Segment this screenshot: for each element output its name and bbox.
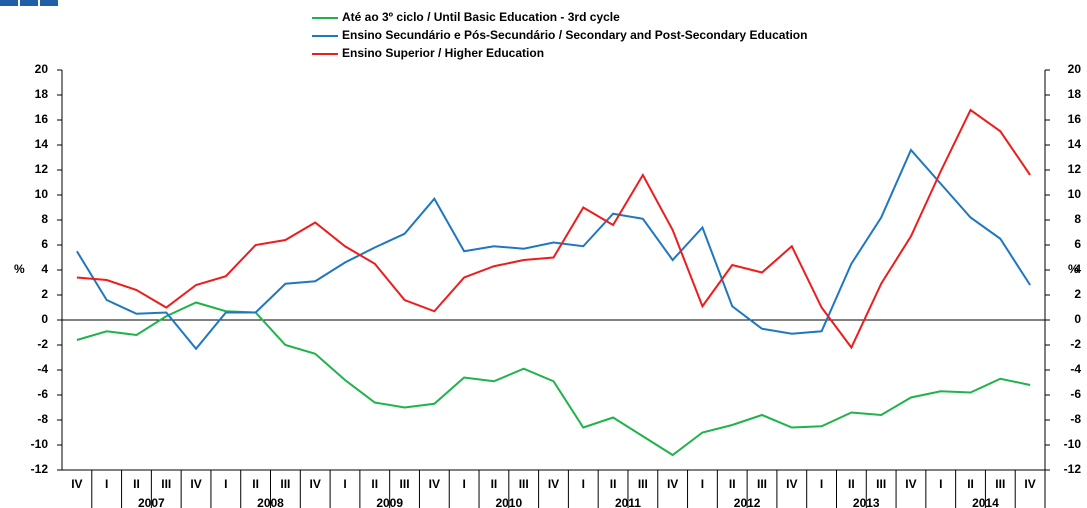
y2-tick-label: -10	[1064, 437, 1082, 451]
x-tick-label: III	[519, 477, 529, 491]
y2-tick-label: 8	[1074, 212, 1081, 226]
series-line	[76, 108, 1031, 350]
y-axis-label: %	[14, 262, 25, 276]
y-tick-label: 2	[41, 287, 48, 301]
x-tick-label: III	[876, 477, 886, 491]
series-line	[76, 301, 1031, 457]
year-label: 2013	[853, 496, 880, 508]
y2-tick-label: -12	[1064, 462, 1082, 476]
x-tick-label: II	[252, 477, 259, 491]
x-tick-label: III	[161, 477, 171, 491]
legend-label: Até ao 3º ciclo / Until Basic Education …	[342, 10, 620, 24]
y2-tick-label: 4	[1074, 262, 1081, 276]
year-label: 2011	[615, 496, 641, 508]
series-line	[76, 148, 1031, 351]
x-tick-label: I	[701, 477, 704, 491]
y-tick-label: 0	[41, 312, 48, 326]
x-tick-label: II	[967, 477, 974, 491]
x-tick-label: IV	[1024, 477, 1035, 491]
x-tick-label: II	[610, 477, 617, 491]
x-tick-label: IV	[786, 477, 797, 491]
y-tick-label: -8	[37, 412, 48, 426]
y-tick-label: -10	[31, 437, 49, 451]
x-tick-label: II	[371, 477, 378, 491]
year-label: 2008	[257, 496, 284, 508]
y-tick-label: 6	[41, 237, 48, 251]
y2-tick-label: 10	[1068, 187, 1082, 201]
x-tick-label: III	[400, 477, 410, 491]
x-tick-label: IV	[71, 477, 82, 491]
x-tick-label: IV	[905, 477, 916, 491]
x-tick-label: IV	[548, 477, 559, 491]
y-tick-label: 16	[35, 112, 49, 126]
y2-tick-label: -4	[1070, 362, 1081, 376]
x-tick-label: IV	[310, 477, 321, 491]
y2-tick-label: 2	[1074, 287, 1081, 301]
y-tick-label: -4	[37, 362, 48, 376]
y-tick-label: -6	[37, 387, 48, 401]
y-tick-label: 20	[35, 62, 49, 76]
y-tick-label: 18	[35, 87, 49, 101]
x-tick-label: II	[133, 477, 140, 491]
y-tick-label: -12	[31, 462, 49, 476]
x-tick-label: I	[105, 477, 108, 491]
y-tick-label: -2	[37, 337, 48, 351]
logo-block	[20, 0, 38, 6]
y2-tick-label: 0	[1074, 312, 1081, 326]
y2-axis-label: %	[1068, 262, 1079, 276]
x-tick-label: III	[757, 477, 767, 491]
year-label: 2012	[734, 496, 761, 508]
year-label: 2010	[495, 496, 522, 508]
y2-tick-label: 6	[1074, 237, 1081, 251]
x-tick-label: I	[939, 477, 942, 491]
y-tick-label: 8	[41, 212, 48, 226]
year-label: 2014	[972, 496, 999, 508]
x-tick-label: III	[638, 477, 648, 491]
legend-label: Ensino Secundário e Pós-Secundário / Sec…	[342, 28, 807, 42]
y-tick-label: 10	[35, 187, 49, 201]
logo-block	[0, 0, 18, 6]
x-tick-label: III	[280, 477, 290, 491]
x-tick-label: I	[820, 477, 823, 491]
x-tick-label: IV	[190, 477, 201, 491]
y2-tick-label: -8	[1070, 412, 1081, 426]
x-tick-label: I	[343, 477, 346, 491]
y2-tick-label: -6	[1070, 387, 1081, 401]
y2-tick-label: 16	[1068, 112, 1082, 126]
x-tick-label: IV	[667, 477, 678, 491]
x-tick-label: I	[462, 477, 465, 491]
x-tick-label: II	[729, 477, 736, 491]
y2-tick-label: -2	[1070, 337, 1081, 351]
y-tick-label: 4	[41, 262, 48, 276]
y2-tick-label: 12	[1068, 162, 1082, 176]
logo-block	[40, 0, 58, 6]
y-tick-label: 12	[35, 162, 49, 176]
x-tick-label: I	[582, 477, 585, 491]
x-tick-label: I	[224, 477, 227, 491]
y2-tick-label: 20	[1068, 62, 1082, 76]
y-tick-label: 14	[35, 137, 49, 151]
year-label: 2009	[376, 496, 403, 508]
y2-tick-label: 14	[1068, 137, 1082, 151]
x-tick-label: II	[848, 477, 855, 491]
x-tick-label: II	[491, 477, 498, 491]
year-label: 2007	[138, 496, 165, 508]
legend-label: Ensino Superior / Higher Education	[342, 46, 544, 60]
x-tick-label: III	[995, 477, 1005, 491]
x-tick-label: IV	[429, 477, 440, 491]
y2-tick-label: 18	[1068, 87, 1082, 101]
